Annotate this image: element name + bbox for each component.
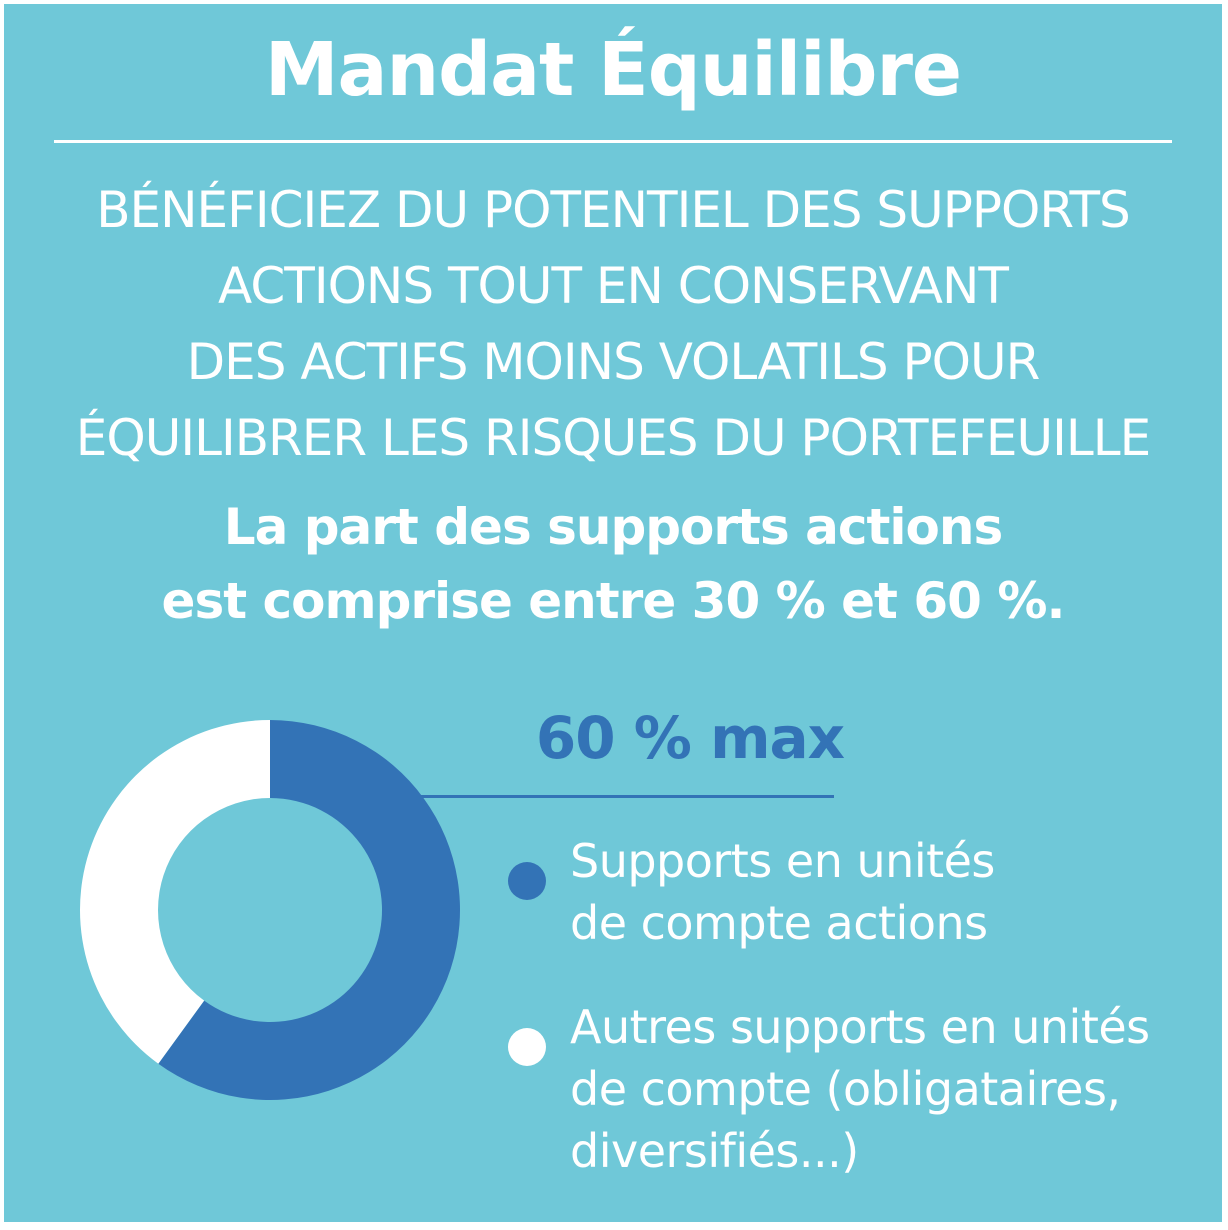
- note-line: La part des supports actions: [223, 498, 1004, 556]
- annotation-leader-line: [418, 795, 834, 798]
- donut-chart: [79, 720, 460, 1100]
- intro-line: ÉQUILIBRER LES RISQUES DU PORTEFEUILLE: [75, 409, 1151, 467]
- legend-line: de compte actions: [570, 896, 988, 950]
- page-title: Mandat Équilibre: [264, 27, 962, 113]
- legend-line: diversifiés...): [570, 1124, 859, 1178]
- donut-slice-other-supports: [79, 720, 271, 1064]
- legend-line: Autres supports en unités: [570, 1000, 1150, 1054]
- legend-label: Autres supports en unités de compte (obl…: [570, 996, 1210, 1182]
- allocation-note: La part des supports actions est compris…: [4, 490, 1222, 638]
- intro-text: BÉNÉFICIEZ DU POTENTIEL DES SUPPORTS ACT…: [4, 172, 1222, 476]
- donut-slice-equities: [158, 720, 460, 1100]
- title-divider: [54, 140, 1172, 143]
- intro-line: ACTIONS TOUT EN CONSERVANT: [218, 257, 1009, 315]
- intro-line: BÉNÉFICIEZ DU POTENTIEL DES SUPPORTS: [96, 181, 1131, 239]
- legend-label: Supports en unités de compte actions: [570, 830, 1210, 954]
- max-annotation: 60 % max: [535, 704, 845, 772]
- note-line: est comprise entre 30 % et 60 %.: [161, 572, 1066, 630]
- intro-line: DES ACTIFS MOINS VOLATILS POUR: [186, 333, 1041, 391]
- legend-swatch: [508, 1028, 546, 1066]
- legend-line: Supports en unités: [570, 834, 995, 888]
- mandate-card: Mandat Équilibre BÉNÉFICIEZ DU POTENTIEL…: [4, 4, 1222, 1222]
- legend-line: de compte (obligataires,: [570, 1062, 1121, 1116]
- legend-swatch: [508, 862, 546, 900]
